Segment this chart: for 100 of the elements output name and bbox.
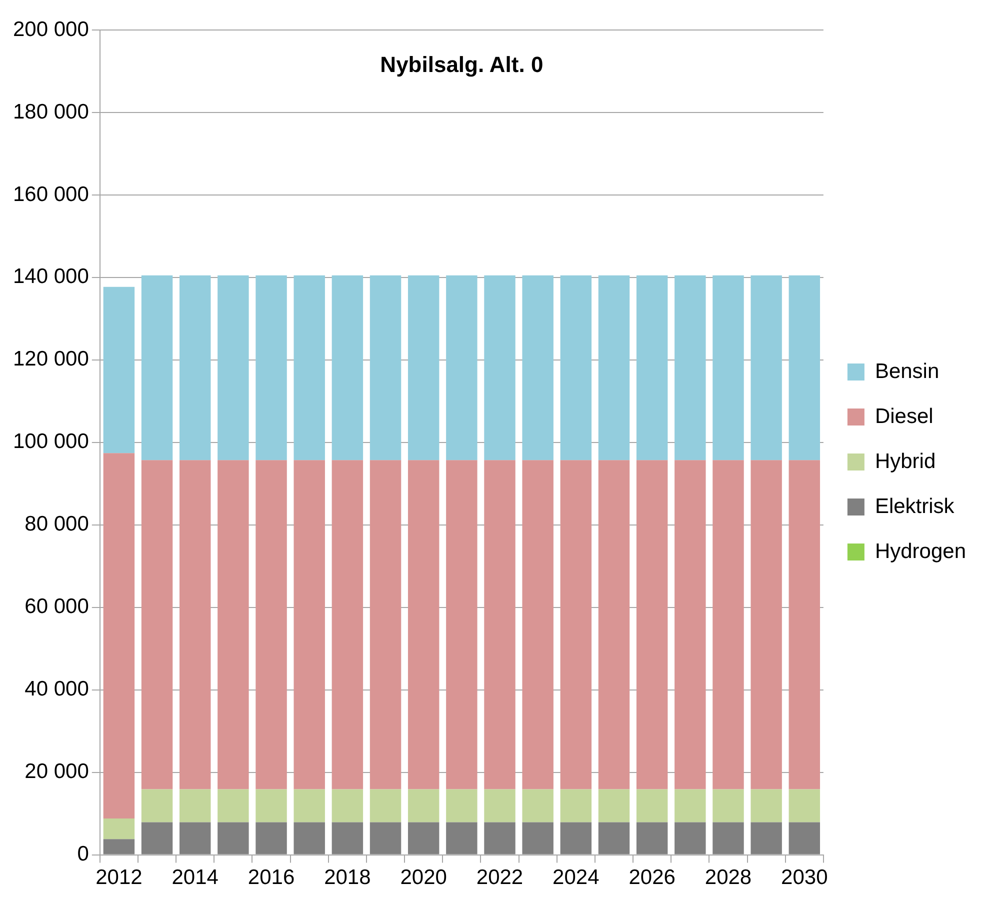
bar bbox=[408, 822, 440, 854]
bar bbox=[522, 460, 554, 790]
bar bbox=[712, 275, 744, 460]
bar bbox=[750, 822, 782, 854]
y-tick-label: 60 000 bbox=[24, 595, 89, 618]
bar bbox=[294, 789, 325, 822]
x-tick-label: 2022 bbox=[476, 866, 524, 890]
x-tick-label: 2020 bbox=[400, 866, 447, 890]
bar bbox=[256, 460, 287, 790]
x-tick-label: 2026 bbox=[628, 866, 676, 890]
bar bbox=[484, 789, 516, 822]
bar bbox=[674, 789, 706, 822]
legend-label: Hybrid bbox=[874, 450, 936, 473]
bar bbox=[712, 789, 744, 822]
bar bbox=[636, 789, 668, 822]
bar bbox=[141, 275, 173, 460]
bar bbox=[674, 275, 706, 460]
bar bbox=[750, 275, 782, 460]
bar bbox=[522, 275, 554, 460]
bar bbox=[636, 460, 668, 790]
bar bbox=[598, 789, 630, 822]
bar bbox=[103, 839, 135, 854]
y-tick-label: 40 000 bbox=[24, 678, 89, 701]
bar bbox=[332, 460, 364, 790]
bar bbox=[674, 460, 706, 790]
bar bbox=[446, 275, 478, 460]
bar bbox=[712, 460, 744, 790]
bar bbox=[103, 286, 135, 454]
bar bbox=[560, 460, 592, 790]
x-tick-label: 2014 bbox=[172, 866, 219, 890]
bar bbox=[294, 460, 325, 790]
bar bbox=[294, 822, 325, 854]
bar bbox=[636, 275, 668, 460]
bar bbox=[788, 822, 820, 854]
bar bbox=[256, 822, 287, 854]
bar bbox=[712, 822, 744, 854]
bar bbox=[294, 275, 325, 460]
bar bbox=[141, 460, 173, 790]
bar bbox=[750, 460, 782, 790]
bar bbox=[484, 822, 516, 854]
bar bbox=[180, 460, 211, 790]
bar bbox=[218, 460, 249, 790]
bar bbox=[560, 822, 592, 854]
bar bbox=[370, 789, 402, 822]
bar bbox=[408, 275, 440, 460]
legend-label: Hydrogen bbox=[874, 540, 966, 563]
bar bbox=[103, 453, 135, 819]
y-tick-label: 180 000 bbox=[12, 100, 89, 124]
bar bbox=[522, 822, 554, 854]
y-tick-label: 80 000 bbox=[24, 512, 89, 536]
bar bbox=[180, 822, 211, 854]
bar bbox=[560, 275, 592, 460]
bar bbox=[788, 789, 820, 822]
bar bbox=[180, 275, 211, 460]
x-tick-label: 2028 bbox=[704, 866, 752, 890]
x-tick-label: 2016 bbox=[248, 866, 295, 890]
legend-label: Diesel bbox=[874, 404, 934, 428]
y-tick-label: 20 000 bbox=[24, 760, 89, 784]
y-tick-label: 140 000 bbox=[12, 265, 89, 288]
bar bbox=[332, 275, 364, 460]
y-tick-label: 0 bbox=[77, 842, 89, 866]
bar bbox=[103, 818, 135, 840]
x-tick-label: 2024 bbox=[552, 866, 600, 890]
bar bbox=[370, 822, 402, 854]
y-tick-label: 120 000 bbox=[12, 348, 89, 371]
x-tick-label: 2012 bbox=[96, 866, 142, 890]
bar bbox=[141, 822, 173, 854]
text: Nybilsalg. Alt. 0 bbox=[380, 52, 544, 78]
bar bbox=[256, 789, 287, 822]
bar bbox=[218, 789, 249, 822]
bar bbox=[598, 460, 630, 790]
bar bbox=[674, 822, 706, 854]
bar bbox=[446, 460, 478, 790]
bar bbox=[256, 275, 287, 460]
bar bbox=[446, 822, 478, 854]
bar bbox=[750, 789, 782, 822]
bar bbox=[332, 789, 364, 822]
legend-label: Elektrisk bbox=[874, 494, 955, 518]
bar bbox=[218, 275, 249, 460]
bar bbox=[636, 822, 668, 854]
y-tick-label: 100 000 bbox=[12, 430, 89, 454]
y-tick-label: 200 000 bbox=[12, 18, 89, 41]
x-tick-label: 2030 bbox=[781, 866, 828, 890]
legend-label: Bensin bbox=[874, 360, 940, 383]
bar bbox=[180, 789, 211, 822]
bar bbox=[408, 789, 440, 822]
bar bbox=[560, 789, 592, 822]
x-tick-label: 2018 bbox=[324, 866, 371, 890]
bar bbox=[218, 822, 249, 854]
bar bbox=[484, 275, 516, 460]
bar bbox=[522, 789, 554, 822]
bar bbox=[484, 460, 516, 790]
bar bbox=[408, 460, 440, 790]
bar bbox=[598, 822, 630, 854]
bar bbox=[141, 789, 173, 822]
bar bbox=[370, 460, 402, 790]
bar bbox=[370, 275, 402, 460]
bar bbox=[446, 789, 478, 822]
bar bbox=[788, 275, 820, 460]
bar bbox=[788, 460, 820, 790]
